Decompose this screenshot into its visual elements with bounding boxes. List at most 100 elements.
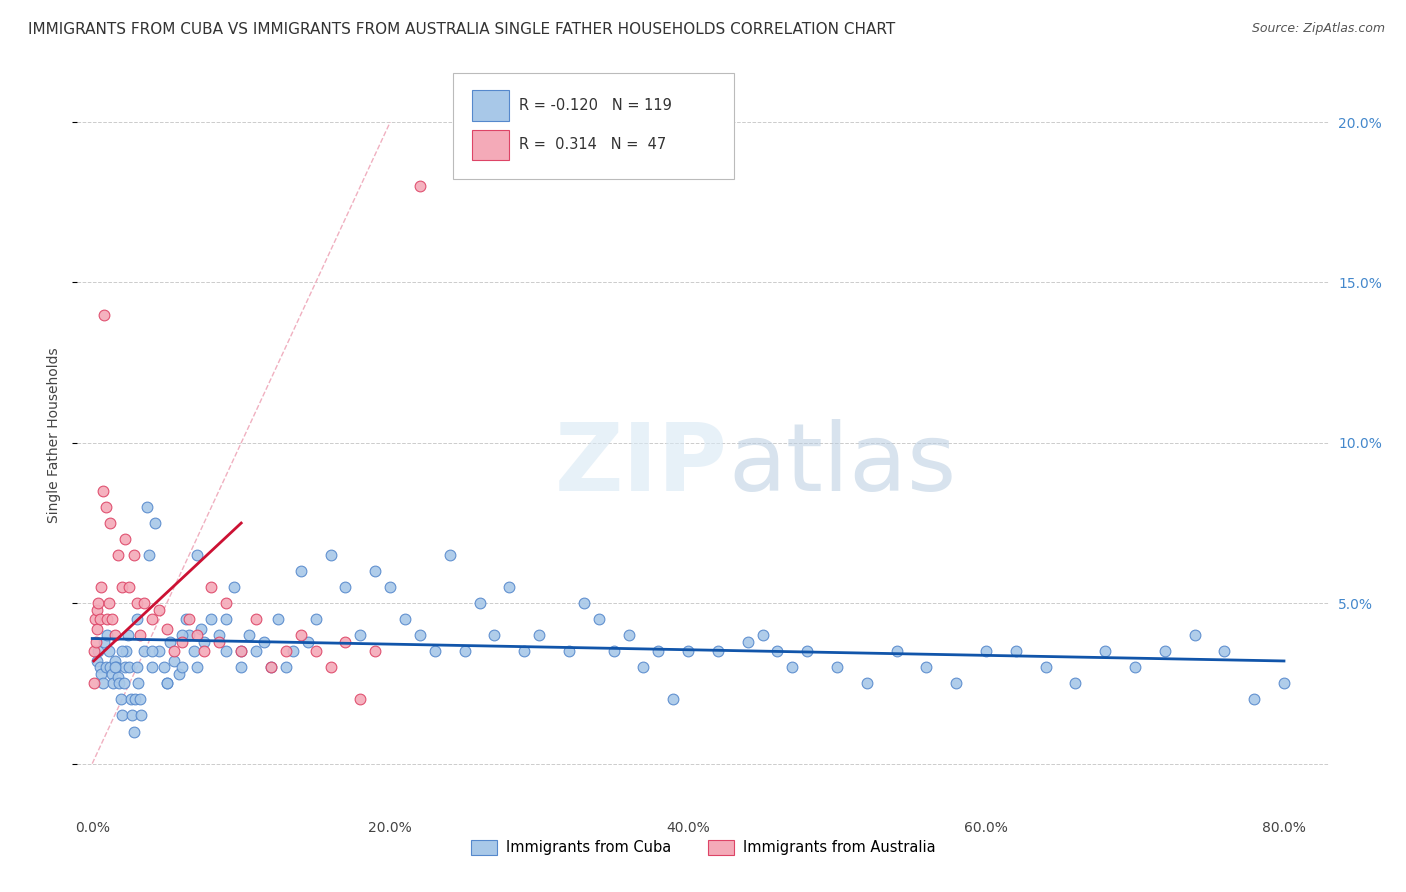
Point (468, 596, 491, 610)
Point (96, 628, 118, 642)
Point (974, 644, 997, 658)
Point (129, 628, 152, 642)
Point (114, 532, 136, 546)
Point (222, 580, 245, 594)
Point (1243, 692, 1265, 706)
Point (439, 548, 461, 562)
Point (125, 596, 148, 610)
Point (215, 612, 238, 626)
Text: atlas: atlas (728, 419, 956, 511)
Point (208, 628, 231, 642)
Point (125, 660, 148, 674)
Point (98, 660, 121, 674)
Point (1184, 628, 1206, 642)
Text: R = -0.120   N = 119: R = -0.120 N = 119 (519, 98, 672, 113)
Point (141, 612, 163, 626)
Point (148, 644, 170, 658)
Point (118, 660, 141, 674)
Point (111, 708, 134, 723)
Point (283, 644, 305, 658)
Point (143, 516, 166, 530)
Point (186, 628, 208, 642)
Text: Source: ZipAtlas.com: Source: ZipAtlas.com (1251, 22, 1385, 36)
Point (131, 708, 153, 723)
Point (94, 660, 117, 674)
Point (319, 548, 342, 562)
Point (186, 660, 208, 674)
Point (86, 654, 108, 668)
Point (193, 644, 215, 658)
Point (267, 612, 290, 626)
Point (93, 634, 115, 648)
Point (118, 580, 141, 594)
Point (101, 676, 124, 690)
Point (364, 564, 387, 578)
Point (662, 692, 685, 706)
Point (156, 676, 179, 690)
Point (108, 676, 131, 690)
Point (602, 644, 624, 658)
Point (290, 628, 312, 642)
Point (572, 596, 595, 610)
Point (156, 622, 179, 636)
Point (215, 596, 238, 610)
Point (208, 634, 231, 648)
Point (125, 612, 148, 626)
Point (174, 612, 197, 626)
FancyBboxPatch shape (453, 73, 734, 178)
Point (349, 692, 371, 706)
Point (167, 666, 190, 681)
Point (886, 644, 908, 658)
Point (676, 644, 699, 658)
Point (245, 644, 267, 658)
Point (1213, 644, 1236, 658)
Point (107, 670, 129, 684)
Point (111, 580, 134, 594)
Point (84, 634, 107, 648)
Point (134, 644, 156, 658)
Point (170, 660, 193, 674)
Point (111, 644, 134, 658)
Point (122, 548, 145, 562)
Point (138, 548, 160, 562)
Point (200, 580, 222, 594)
Point (120, 692, 142, 706)
Point (513, 644, 536, 658)
Point (558, 644, 581, 658)
Point (252, 634, 274, 648)
Point (141, 644, 163, 658)
Point (1272, 676, 1295, 690)
Point (186, 548, 208, 562)
Point (83, 676, 105, 690)
Point (305, 644, 328, 658)
Point (163, 654, 186, 668)
Point (498, 580, 520, 594)
Point (231, 644, 253, 658)
Point (260, 660, 283, 674)
Point (152, 660, 174, 674)
Point (91, 676, 114, 690)
Point (305, 612, 328, 626)
Point (103, 628, 125, 642)
Point (782, 660, 804, 674)
Legend: Immigrants from Cuba, Immigrants from Australia: Immigrants from Cuba, Immigrants from Au… (465, 834, 941, 861)
Point (124, 692, 146, 706)
Point (83, 644, 105, 658)
Text: R =  0.314   N =  47: R = 0.314 N = 47 (519, 137, 666, 153)
Point (423, 644, 446, 658)
Point (159, 634, 181, 648)
Point (633, 660, 655, 674)
Point (148, 602, 170, 616)
Point (103, 654, 125, 668)
Point (96, 612, 118, 626)
Point (170, 634, 193, 648)
Text: IMMIGRANTS FROM CUBA VS IMMIGRANTS FROM AUSTRALIA SINGLE FATHER HOUSEHOLDS CORRE: IMMIGRANTS FROM CUBA VS IMMIGRANTS FROM … (28, 22, 896, 37)
Point (117, 628, 139, 642)
Point (90, 580, 112, 594)
Point (1153, 644, 1175, 658)
Point (129, 692, 152, 706)
Point (87, 644, 110, 658)
Point (93, 308, 115, 322)
Point (110, 692, 132, 706)
Point (84, 612, 107, 626)
